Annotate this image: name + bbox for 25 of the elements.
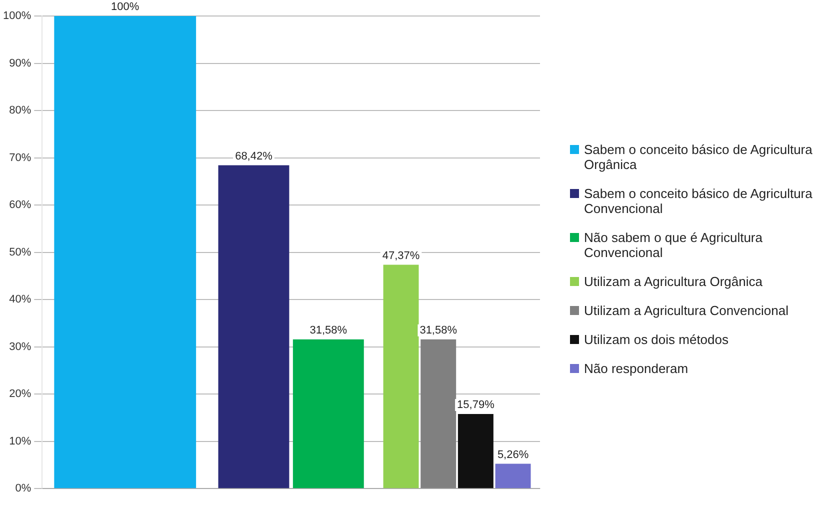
data-label: 47,37% xyxy=(382,250,420,262)
legend-label: Sabem o conceito básico de Agricultura Orgânica xyxy=(584,142,814,172)
y-tick-label: 10% xyxy=(9,435,32,448)
y-tick-label: 90% xyxy=(9,57,32,70)
legend-label: Sabem o conceito básico de Agricultura Convencional xyxy=(584,186,814,216)
y-tick-label: 40% xyxy=(9,294,32,306)
data-label: 68,42% xyxy=(235,150,273,162)
legend-label: Não sabem o que é Agricultura Convencional xyxy=(584,230,764,260)
data-label: 15,79% xyxy=(457,399,495,412)
data-label: 5,26% xyxy=(497,448,529,461)
y-tick-label: 0% xyxy=(15,482,32,495)
y-tick-label: 60% xyxy=(9,199,32,212)
legend-label: Utilizam a Agricultura Convencional xyxy=(584,302,788,318)
y-tick-label: 50% xyxy=(9,246,32,258)
y-tick-label: 80% xyxy=(9,104,32,117)
y-tick-label: 20% xyxy=(9,388,32,400)
legend-label: Não responderam xyxy=(584,360,688,376)
y-tick-label: 30% xyxy=(9,340,32,353)
y-tick-label: 100% xyxy=(2,10,32,22)
legend-label: Utilizam a Agricultura Orgânica xyxy=(584,274,762,288)
legend-label: Utilizam os dois métodos xyxy=(584,332,728,346)
data-label: 31,58% xyxy=(420,324,458,336)
data-label: 31,58% xyxy=(310,324,348,336)
y-tick-label: 70% xyxy=(9,152,32,164)
data-label: 100% xyxy=(111,1,140,14)
